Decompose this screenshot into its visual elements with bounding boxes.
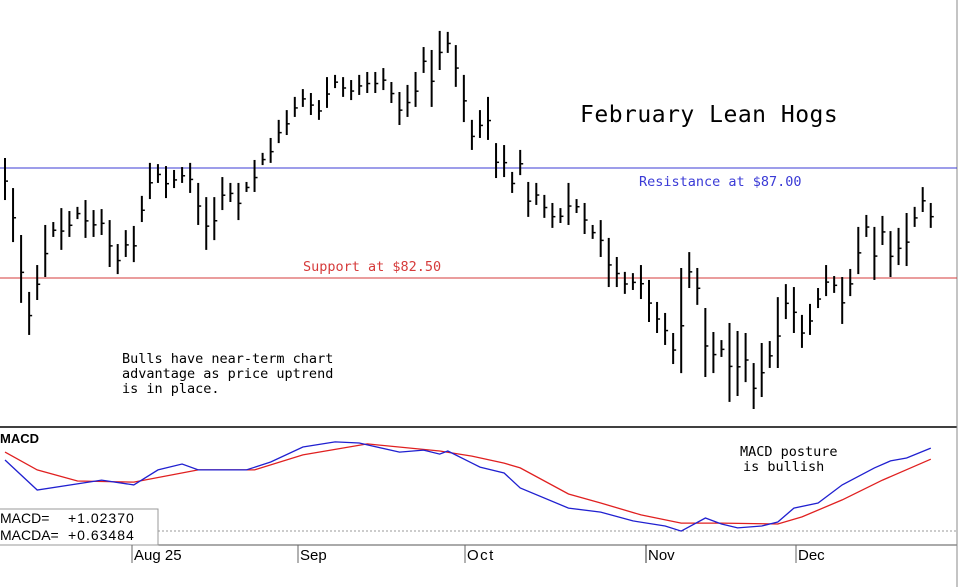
macd-readout-box: MACD= +1.02370 MACDA= +0.63484	[0, 508, 159, 546]
macd-panel-title: MACD	[0, 431, 39, 446]
macd-readout-value: +1.02370	[68, 510, 135, 526]
macd-series-line	[4, 441, 932, 532]
x-tick-label-oct: Oct	[467, 547, 495, 564]
x-tick-label-nov: Nov	[648, 547, 675, 564]
note-line-3: is in place.	[122, 381, 220, 397]
price-bars	[4, 30, 934, 409]
x-tick-label-aug25: Aug 25	[134, 547, 182, 564]
macda-series-line	[4, 443, 932, 525]
note-line-1: Bulls have near-term chart	[122, 351, 333, 367]
macd-note-line-1: MACD posture	[740, 444, 838, 460]
x-tick-label-sep: Sep	[300, 547, 327, 564]
macda-readout-value: +0.63484	[68, 527, 135, 543]
chart-title: February Lean Hogs	[580, 102, 838, 128]
macda-readout-label: MACDA=	[0, 527, 59, 543]
macd-readout-label: MACD=	[0, 510, 49, 526]
note-line-2: advantage as price uptrend	[122, 366, 333, 382]
x-axis: Aug 25 Sep Oct Nov Dec	[131, 545, 825, 564]
macd-note-line-2: is bullish	[743, 459, 824, 475]
resistance-label: Resistance at $87.00	[639, 174, 802, 190]
support-label: Support at $82.50	[303, 259, 441, 275]
x-tick-label-dec: Dec	[798, 547, 825, 564]
